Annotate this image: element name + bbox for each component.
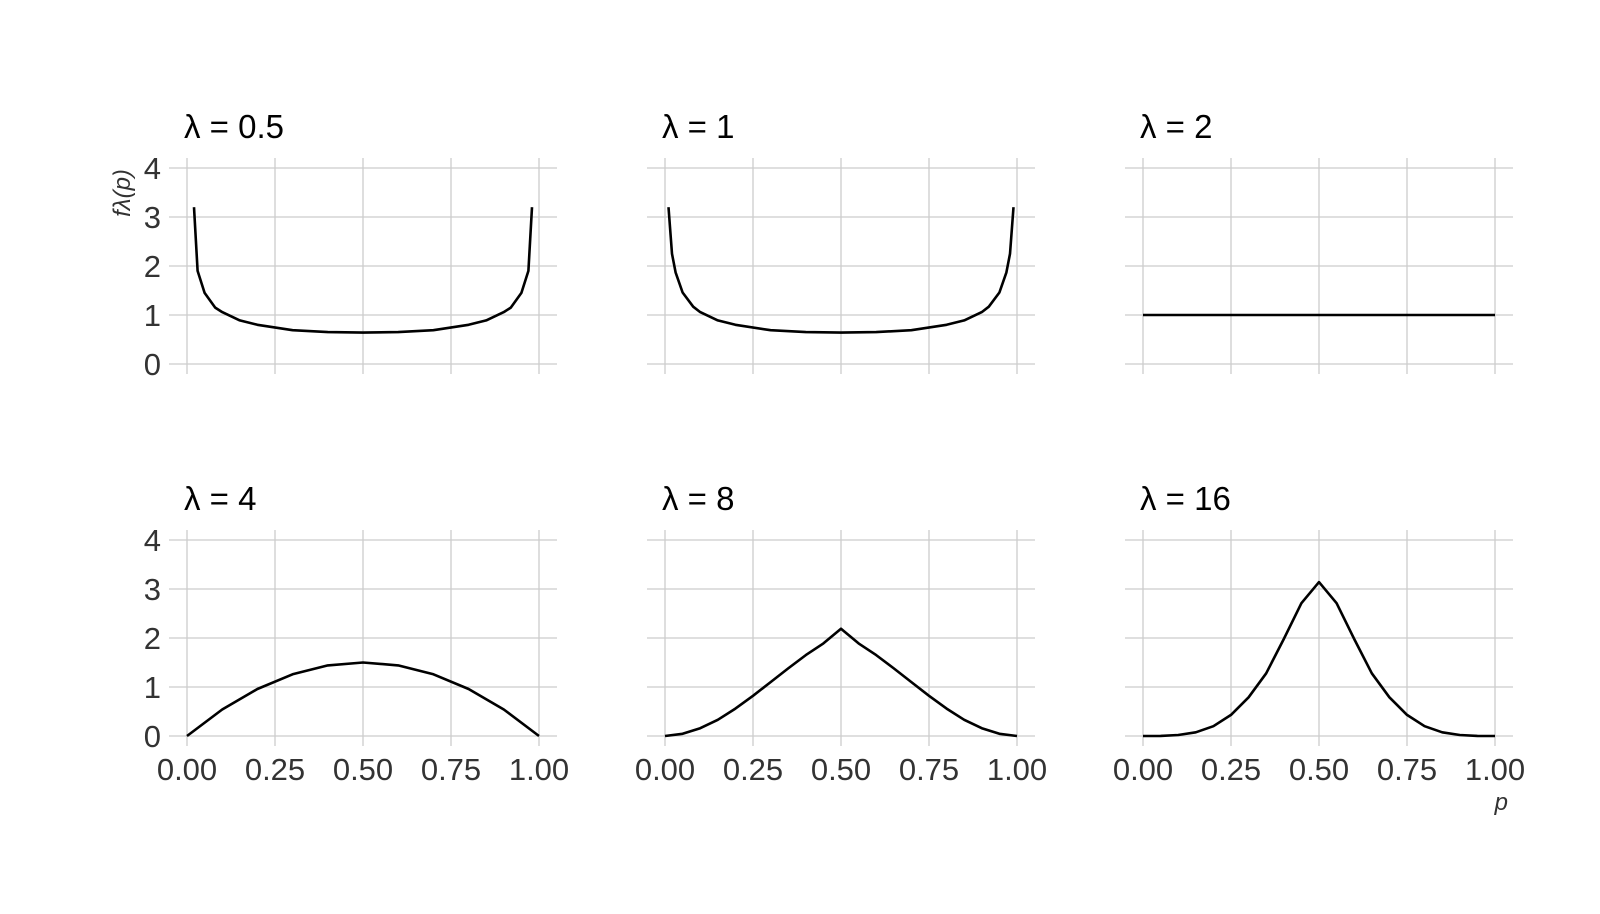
- panel-1: λ = 0.5 0 1 2 3 4: [144, 108, 557, 382]
- panel-2: λ = 1: [647, 108, 1035, 374]
- x-tick-label: 0.25: [723, 752, 783, 787]
- panel-title: λ = 1: [662, 108, 734, 145]
- x-tick-label: 0.00: [1113, 752, 1173, 787]
- panel-title: λ = 8: [662, 480, 734, 517]
- x-tick-label: 0.75: [421, 752, 481, 787]
- panel-title: λ = 0.5: [184, 108, 284, 145]
- y-tick-label: 2: [144, 249, 161, 284]
- panel-title: λ = 2: [1140, 108, 1212, 145]
- x-tick-label: 0.50: [333, 752, 393, 787]
- panel-4: λ = 4 0 1 2 3 4 0.00 0.25 0.50 0.75 1.00: [144, 480, 569, 787]
- y-tick-label: 4: [144, 523, 161, 558]
- y-tick-label: 2: [144, 621, 161, 656]
- x-tick-label: 1.00: [1465, 752, 1525, 787]
- panel-6: λ = 16 0.00 0.25 0.50 0.75 1.00: [1113, 480, 1525, 787]
- y-tick-label: 1: [144, 670, 161, 705]
- y-tick-label: 4: [144, 151, 161, 186]
- x-tick-label: 0.25: [1201, 752, 1261, 787]
- x-tick-label: 0.50: [1289, 752, 1349, 787]
- x-tick-label: 0.75: [1377, 752, 1437, 787]
- x-tick-label: 1.00: [987, 752, 1047, 787]
- x-axis-label: p: [1494, 789, 1508, 816]
- x-tick-label: 0.00: [157, 752, 217, 787]
- x-tick-label: 0.00: [635, 752, 695, 787]
- y-tick-label: 0: [144, 719, 161, 754]
- x-tick-label: 0.25: [245, 752, 305, 787]
- y-tick-label: 3: [144, 572, 161, 607]
- panel-title: λ = 16: [1140, 480, 1231, 517]
- density-curve: [1142, 580, 1496, 738]
- panel-title: λ = 4: [184, 480, 256, 517]
- panel-5: λ = 8 0.00 0.25 0.50 0.75 1.00: [635, 480, 1047, 787]
- x-tick-label: 0.75: [899, 752, 959, 787]
- y-tick-label: 1: [144, 298, 161, 333]
- y-tick-label: 0: [144, 347, 161, 382]
- x-tick-label: 1.00: [509, 752, 569, 787]
- y-axis-label: fλ(p): [109, 169, 136, 217]
- x-tick-label: 0.50: [811, 752, 871, 787]
- density-curve: [192, 207, 534, 334]
- density-curve: [667, 207, 1015, 334]
- y-tick-label: 3: [144, 200, 161, 235]
- density-curve: [664, 627, 1018, 738]
- panel-3: λ = 2: [1125, 108, 1513, 374]
- density-curve: [186, 661, 540, 738]
